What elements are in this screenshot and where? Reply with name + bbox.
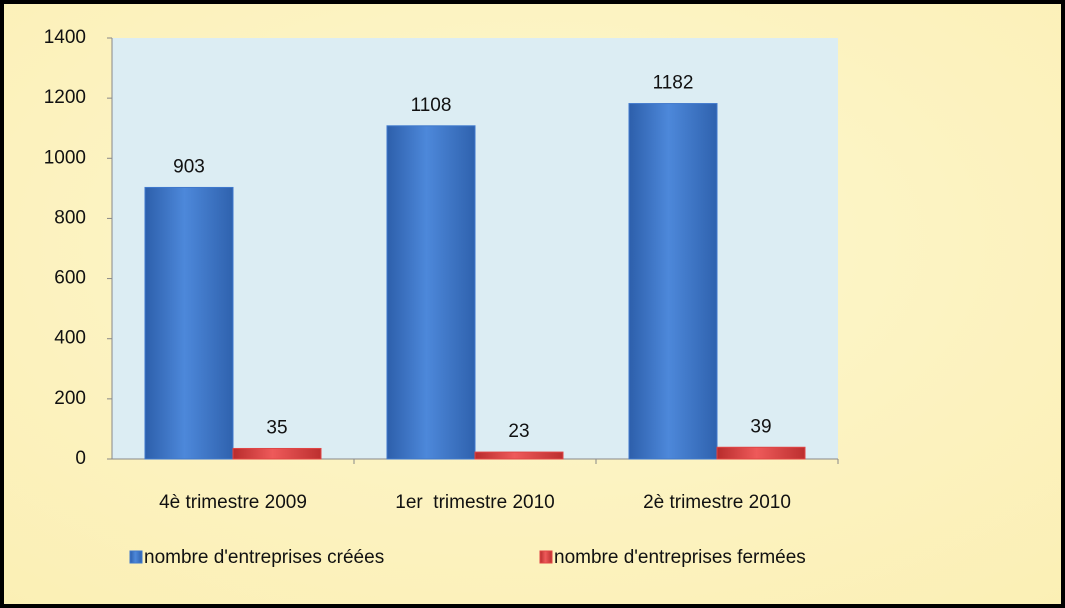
data-label: 903: [173, 156, 205, 177]
y-tick-label: 800: [54, 207, 86, 228]
bar: [716, 446, 806, 460]
y-tick-label: 1000: [44, 147, 86, 168]
bar: [386, 125, 476, 460]
y-tick-label: 0: [75, 448, 86, 469]
data-label: 1182: [653, 73, 694, 94]
y-tick-label: 1200: [44, 87, 86, 108]
y-tick-label: 200: [54, 388, 86, 409]
x-tick-label: 1er trimestre 2010: [395, 492, 554, 513]
bar: [232, 447, 322, 460]
bar: [474, 451, 564, 460]
data-label: 39: [750, 416, 771, 437]
x-tick-label: 4è trimestre 2009: [159, 492, 307, 513]
y-tick-label: 600: [54, 268, 86, 289]
data-label: 23: [508, 421, 529, 442]
data-label: 1108: [411, 95, 452, 116]
legend-swatch: [129, 550, 143, 564]
y-tick-label: 1400: [44, 27, 86, 48]
bar: [144, 186, 234, 460]
x-tick-label: 2è trimestre 2010: [643, 492, 791, 513]
bar: [628, 103, 718, 460]
legend-label: nombre d'entreprises créées: [144, 547, 384, 568]
legend-label: nombre d'entreprises fermées: [554, 547, 806, 568]
legend-swatch: [539, 550, 553, 564]
data-label: 35: [266, 417, 287, 438]
y-tick-label: 400: [54, 328, 86, 349]
